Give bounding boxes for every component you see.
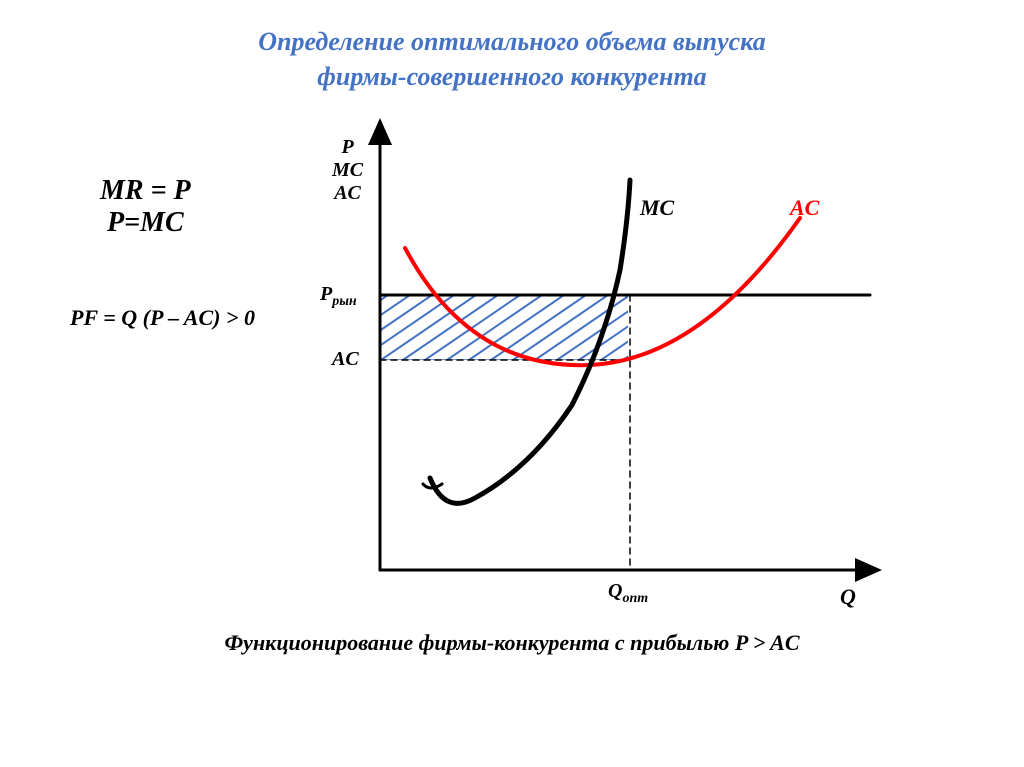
q-opt-label: Qопт — [608, 580, 648, 607]
ac-curve-label: AC — [790, 195, 819, 221]
y-axis-label: PMCAC — [332, 136, 363, 205]
price-line-label: Pрын — [320, 283, 357, 310]
canvas: Определение оптимального объема выпуска … — [0, 0, 1024, 767]
x-axis-label: Q — [840, 584, 856, 610]
caption-relation: P > AC — [735, 630, 800, 655]
mc-curve-label: MC — [640, 195, 674, 221]
caption-pre: Функционирование фирмы-конкурента с приб… — [224, 630, 734, 655]
ac-level-label: AC — [332, 348, 359, 371]
chart-caption: Функционирование фирмы-конкурента с приб… — [0, 630, 1024, 656]
